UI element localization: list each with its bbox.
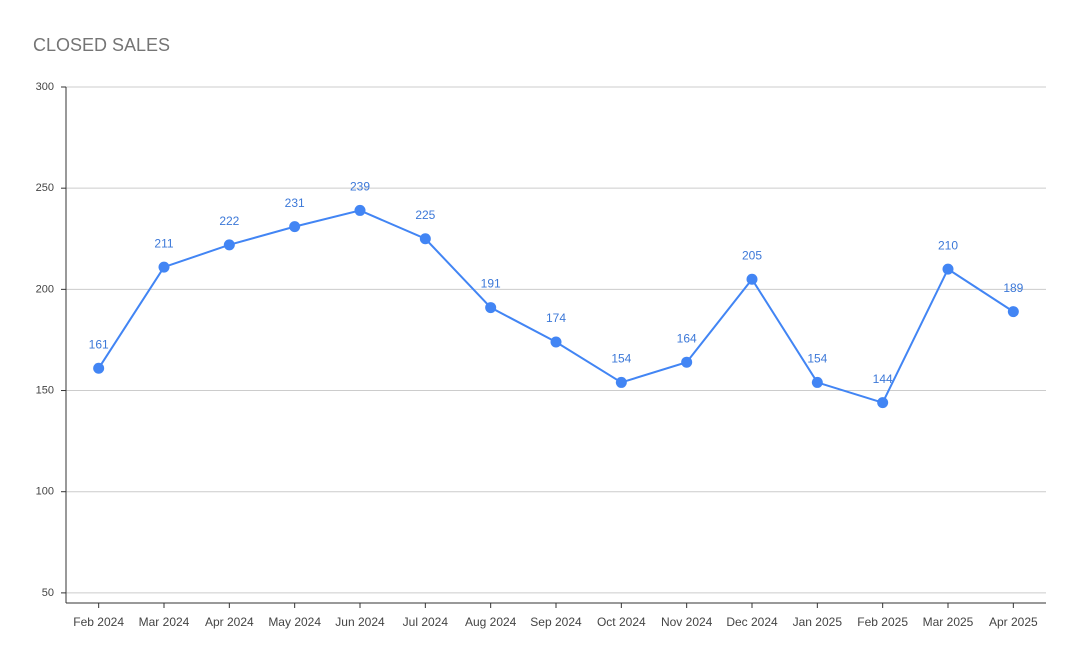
value-label: 210 xyxy=(938,238,958,252)
y-tick-label: 50 xyxy=(42,587,54,599)
data-point xyxy=(877,397,889,409)
value-label: 189 xyxy=(1003,281,1023,295)
x-tick-label: Apr 2024 xyxy=(205,615,254,629)
data-point xyxy=(811,376,823,388)
x-tick-label: Jun 2024 xyxy=(335,615,385,629)
value-label: 154 xyxy=(611,352,631,366)
x-tick-label: Feb 2024 xyxy=(73,615,124,629)
x-tick-label: Oct 2024 xyxy=(597,615,646,629)
data-point xyxy=(681,356,693,368)
data-point xyxy=(550,336,562,348)
x-tick-label: Jan 2025 xyxy=(793,615,843,629)
value-label: 174 xyxy=(546,311,566,325)
value-label: 164 xyxy=(677,331,697,345)
value-label: 211 xyxy=(154,236,173,250)
data-point xyxy=(485,302,497,314)
data-point xyxy=(354,204,366,216)
y-tick-label: 250 xyxy=(36,182,54,194)
data-point xyxy=(223,239,235,251)
y-tick-label: 150 xyxy=(36,384,54,396)
value-label: 225 xyxy=(415,208,435,222)
x-tick-label: May 2024 xyxy=(268,615,321,629)
x-tick-label: Dec 2024 xyxy=(726,615,778,629)
value-label: 191 xyxy=(481,277,501,291)
x-tick-label: Mar 2024 xyxy=(139,615,190,629)
value-label: 239 xyxy=(350,180,370,194)
value-label: 205 xyxy=(742,248,762,262)
x-tick-label: Aug 2024 xyxy=(465,615,517,629)
value-label: 144 xyxy=(873,372,893,386)
x-tick-label: Nov 2024 xyxy=(661,615,713,629)
value-label: 161 xyxy=(89,337,109,351)
data-point xyxy=(289,221,301,233)
data-point xyxy=(615,376,627,388)
x-tick-label: Feb 2025 xyxy=(857,615,908,629)
value-label: 154 xyxy=(807,352,827,366)
data-point xyxy=(746,273,758,285)
value-label: 222 xyxy=(219,214,239,228)
x-tick-label: Jul 2024 xyxy=(403,615,449,629)
y-tick-label: 300 xyxy=(36,81,54,93)
data-point xyxy=(942,263,954,275)
x-tick-label: Sep 2024 xyxy=(530,615,582,629)
chart-title: CLOSED SALES xyxy=(33,35,170,55)
data-point xyxy=(419,233,431,245)
data-point xyxy=(158,261,170,273)
data-point xyxy=(1007,306,1019,318)
data-point xyxy=(93,362,105,374)
y-tick-label: 100 xyxy=(36,486,54,498)
value-label: 231 xyxy=(285,196,305,210)
x-tick-label: Apr 2025 xyxy=(989,615,1038,629)
x-tick-label: Mar 2025 xyxy=(923,615,974,629)
y-tick-label: 200 xyxy=(36,283,54,295)
